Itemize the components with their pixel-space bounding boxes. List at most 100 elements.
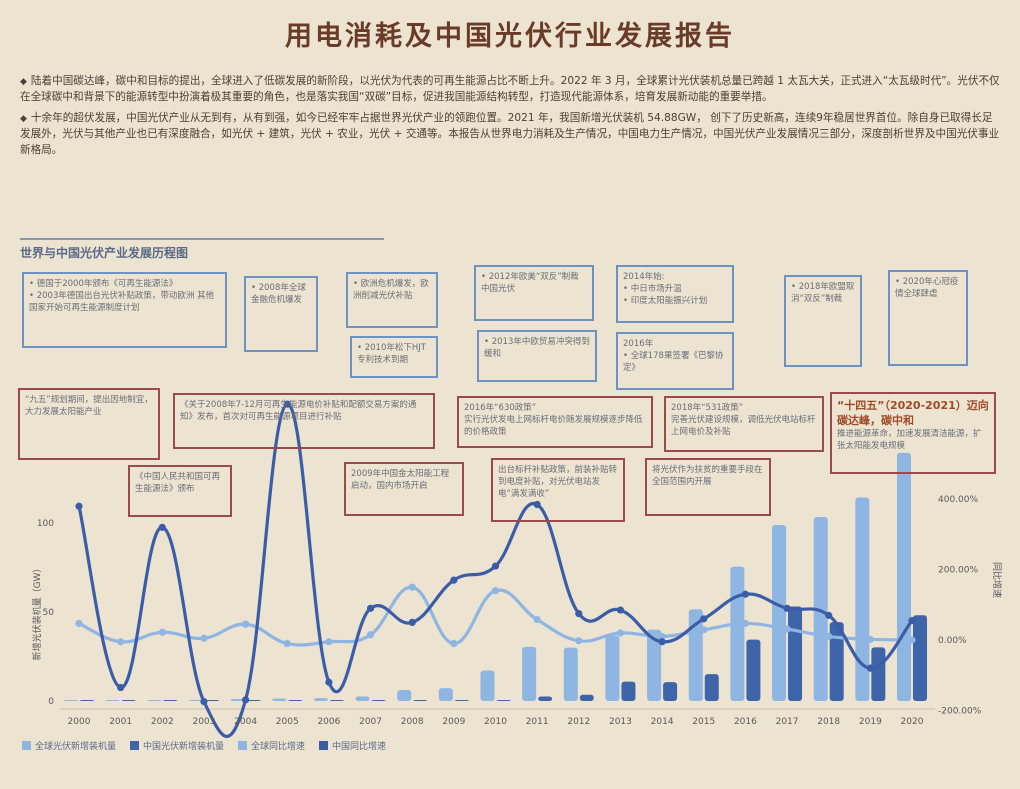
point-china-growth-2019 (866, 664, 874, 672)
bar-china-2014 (663, 682, 678, 701)
bar-global-2011 (522, 646, 537, 701)
bar-china-2015 (704, 674, 719, 701)
y-right-tick-0: -200.00% (938, 706, 982, 716)
policy-box-2008-subsidy: 《关于2008年7-12月可再生能源电价补贴和配额交易方案的通知》发布，首次对可… (173, 393, 435, 449)
bar-china-2001 (121, 700, 136, 701)
point-global-growth-2005 (283, 639, 291, 648)
bar-china-2012 (579, 694, 594, 701)
point-global-growth-2019 (866, 635, 874, 643)
y-right-axis-title: 同比增速 (991, 562, 1003, 598)
event-box-2016-paris: 2016年 • 全球178果签署《巴黎协定》 (616, 332, 734, 390)
event-box-2013-trade: • 2013年中欧贸易冲突得到缓和 (477, 330, 597, 382)
point-global-growth-2008 (408, 583, 416, 591)
event-box-2008-financial-crisis: • 2008年全球金融危机爆发 (244, 276, 318, 352)
bar-china-2016 (746, 639, 761, 701)
point-china-growth-2015 (700, 615, 708, 623)
policy-box-ninth-five-year: “九五”规划期间，提出因地制宜，大力发展太阳能产业 (18, 388, 160, 460)
x-tick-label-2000: 2000 (68, 717, 91, 727)
policy-box-14th-five-year: “十四五”（2020-2021）迈向碳达峰，碳中和 推进能源革命，加速发展清洁能… (830, 392, 996, 474)
bar-global-2003 (188, 699, 203, 701)
point-china-growth-2008 (408, 618, 416, 627)
bar-china-2005 (288, 700, 303, 701)
bar-global-2002 (147, 700, 162, 701)
point-china-growth-2009 (450, 576, 458, 584)
x-tick-label-2016: 2016 (734, 717, 757, 727)
point-china-growth-2002 (158, 523, 166, 531)
bar-china-2003 (204, 700, 219, 701)
intro-paragraph-1: ◆ 陆着中国碳达峰，碳中和目标的提出，全球进入了低碳发展的新阶段，以光伏为代表的可… (20, 75, 1000, 104)
point-china-growth-2020 (908, 617, 916, 625)
point-global-growth-2013 (616, 629, 625, 637)
x-tick-label-2013: 2013 (609, 717, 632, 727)
bar-china-2007 (371, 700, 386, 701)
event-box-2012-double-reverse: • 2012年欧美“双反”制裁中国光伏 (474, 265, 594, 321)
point-global-growth-2011 (533, 615, 541, 624)
diamond-bullet-icon: ◆ (20, 77, 27, 87)
event-box-euro-crisis: • 欧洲危机爆发，欧洲削减光伏补贴 (346, 272, 438, 328)
y-left-tick-50: 50 (43, 608, 55, 618)
point-global-growth-2016 (741, 619, 750, 628)
event-box-2014-markets: 2014年始: • 中日市场升温 • 印度太阳能振兴计划 (616, 265, 734, 323)
bar-global-2020 (897, 452, 911, 701)
bar-china-2010 (496, 700, 511, 701)
policy-box-poverty: 将光伏作为扶贫的重要手段在全国范围内开展 (645, 458, 771, 516)
x-tick-label-2009: 2009 (442, 717, 465, 727)
policy-box-630: 2016年“630政策” 实行光伏发电上网标杆电价随发展规模逐步降低的价格政策 (457, 396, 653, 448)
bar-global-2009 (438, 688, 453, 701)
point-global-growth-2018 (825, 632, 833, 641)
bar-global-2012 (563, 647, 578, 701)
x-tick-label-2005: 2005 (276, 717, 299, 727)
y-right-tick-1: 0.00% (938, 636, 967, 646)
legend-item-china-bar: 中国光伏新增装机量 (130, 739, 224, 752)
legend-item-global-line: 全球同比增速 (238, 739, 305, 752)
bar-china-2006 (329, 700, 344, 701)
event-box-world-2000-2003: • 德国于2000年颁布《可再生能源法》 • 2003年德国出台光伏补贴政策，带… (22, 272, 227, 348)
legend-item-china-line: 中国同比增速 (319, 739, 386, 752)
bar-global-2001 (105, 700, 120, 701)
section-title: 世界与中国光伏产业发展历程图 (20, 246, 189, 260)
point-global-growth-2004 (242, 620, 250, 628)
point-china-growth-2006 (325, 678, 333, 686)
point-global-growth-2001 (117, 638, 125, 646)
point-china-growth-2013 (616, 606, 625, 614)
point-china-growth-2010 (491, 562, 500, 570)
point-china-growth-2014 (658, 638, 666, 646)
y-left-axis-title: 新增光伏装机量（GW） (31, 564, 43, 661)
point-global-growth-2003 (200, 634, 208, 642)
bar-china-2004 (246, 700, 261, 701)
bar-china-2002 (163, 700, 178, 701)
bar-china-2020 (913, 615, 927, 701)
point-china-growth-2000 (75, 502, 83, 510)
x-tick-label-2012: 2012 (567, 717, 590, 727)
point-global-growth-2017 (783, 625, 791, 633)
x-tick-label-2018: 2018 (817, 717, 840, 727)
x-tick-label-2017: 2017 (776, 717, 799, 727)
x-tick-label-2020: 2020 (901, 717, 924, 727)
section-divider (20, 238, 384, 240)
bar-global-2006 (313, 698, 328, 701)
bar-china-2011 (538, 696, 553, 701)
bar-global-2007 (355, 696, 370, 701)
x-tick-label-2015: 2015 (692, 717, 715, 727)
point-global-growth-2006 (325, 638, 333, 646)
point-china-growth-2012 (575, 610, 583, 618)
bar-global-2018 (813, 516, 828, 701)
x-tick-label-2019: 2019 (859, 717, 882, 727)
bar-china-2009 (454, 700, 469, 701)
bar-global-2000 (64, 700, 78, 701)
point-china-growth-2003 (200, 698, 208, 706)
legend-item-global-bar: 全球光伏新增装机量 (22, 739, 116, 752)
x-tick-label-2001: 2001 (109, 717, 132, 727)
legend-swatch (22, 741, 31, 750)
page-title: 用电消耗及中国光伏行业发展报告 (285, 21, 735, 52)
bar-china-2017 (788, 606, 803, 701)
legend-swatch (238, 741, 248, 750)
intro-paragraph-2: ◆ 十余年的超伏发展，中国光伏产业从无到有，从有到强，如今已经牢牢占据世界光伏产业… (20, 111, 1000, 156)
point-china-growth-2018 (825, 611, 833, 619)
point-global-growth-2000 (75, 619, 83, 628)
bar-china-2019 (871, 647, 886, 701)
policy-box-renewable-law: 《中国人民共和国可再生能源法》颁布 (128, 465, 232, 517)
bar-global-2010 (480, 670, 495, 701)
bar-global-2019 (855, 497, 870, 701)
